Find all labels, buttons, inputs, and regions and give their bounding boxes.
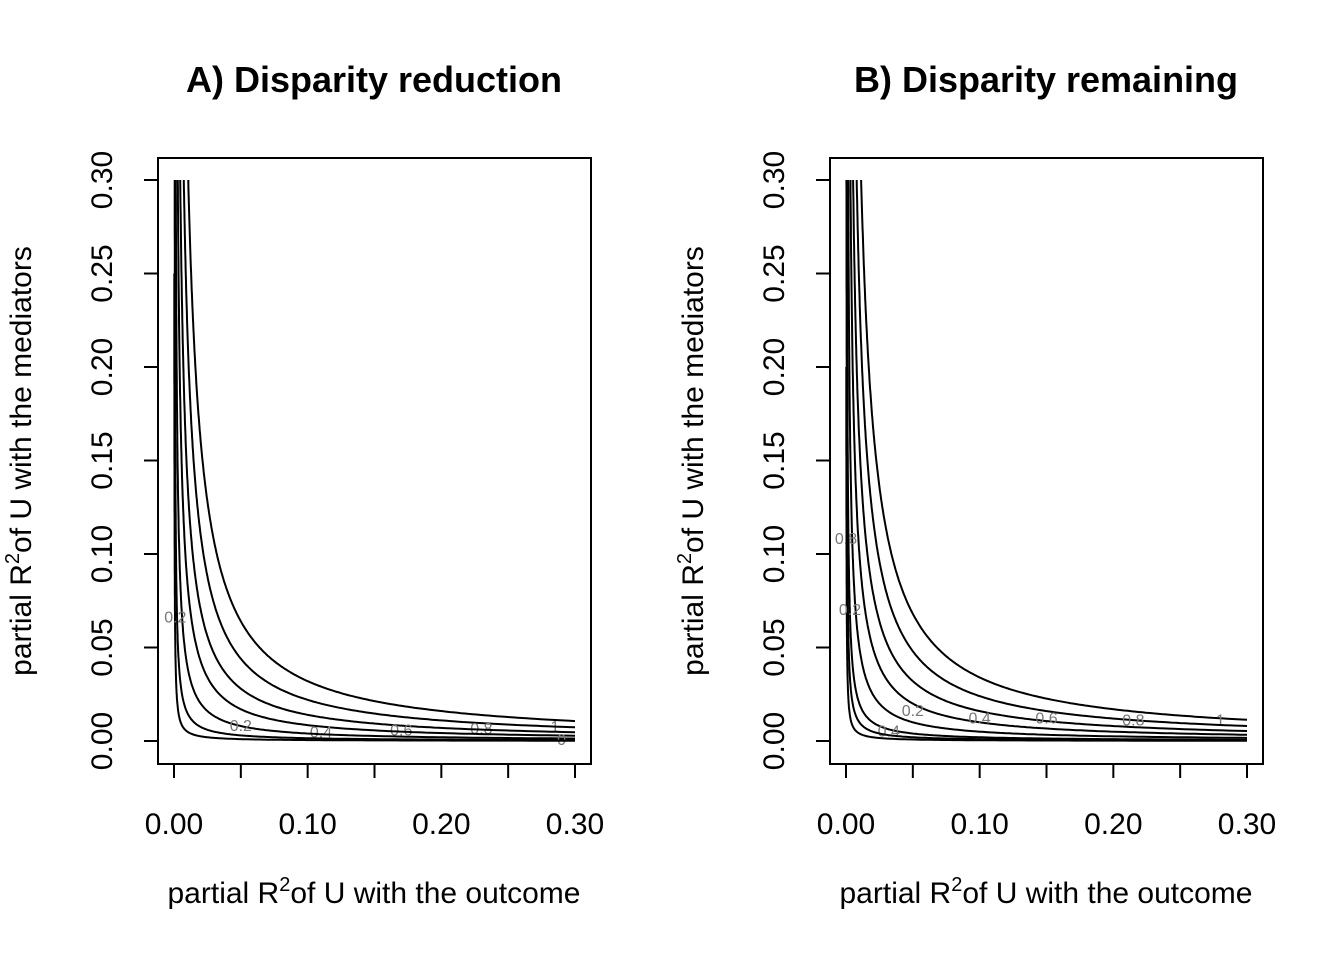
panel-a-plot-frame — [157, 157, 592, 765]
x-tick-label: 0.10 — [278, 808, 336, 841]
y-tick-label: 0.20 — [86, 338, 119, 396]
panel-a: A) Disparity reduction 10.80.60.40.200.2… — [2, 59, 604, 910]
panel-b-plot-frame — [829, 157, 1264, 765]
contour-line — [855, 179, 1248, 727]
y-tick-label: 0.30 — [758, 151, 791, 209]
contour-line — [173, 180, 576, 742]
x-tick-label: 0.20 — [412, 808, 470, 841]
contour-label: 1 — [1216, 712, 1225, 729]
y-tick-label: 0.25 — [86, 244, 119, 302]
contour-label: 0.2 — [839, 602, 861, 619]
x-tick-label: 0.20 — [1084, 808, 1142, 841]
y-tick-label: 0.15 — [758, 431, 791, 489]
panel-a-title: A) Disparity reduction — [186, 59, 562, 100]
panel-b-x-axis: 0.00 0.10 0.20 0.30 — [817, 763, 1276, 841]
contour-line — [860, 179, 1248, 721]
panel-b-y-label: partial R2of U with the mediators — [674, 246, 710, 676]
contour-line — [845, 180, 1248, 741]
panel-b-x-label: partial R2of U with the outcome — [840, 874, 1253, 910]
contour-line — [845, 367, 1248, 742]
panel-a-x-axis: 0.00 0.10 0.20 0.30 — [145, 763, 604, 841]
contour-label: 0.6 — [1035, 711, 1057, 728]
x-tick-label: 0.30 — [1218, 808, 1276, 841]
contour-label: 0.8 — [1122, 712, 1144, 729]
panel-a-y-axis: 0.00 0.05 0.10 0.15 0.20 0.25 0.30 — [86, 151, 159, 770]
contour-label: 0.2 — [902, 703, 924, 720]
contour-line — [176, 179, 576, 737]
y-tick-label: 0.25 — [758, 244, 791, 302]
contour-line — [174, 180, 575, 740]
contour-line — [852, 179, 1248, 732]
panel-a-x-label: partial R2of U with the outcome — [168, 874, 581, 910]
y-tick-label: 0.20 — [758, 338, 791, 396]
contour-line — [845, 179, 1247, 742]
y-tick-label: 0.05 — [758, 618, 791, 676]
panel-b: B) Disparity remaining 10.80.60.40.20.40… — [674, 59, 1276, 910]
contour-line — [182, 179, 576, 729]
contour-label: 0.2 — [230, 718, 252, 735]
y-tick-label: 0.30 — [86, 151, 119, 209]
contour-label: 0.2 — [164, 610, 186, 627]
contour-label: 0.4 — [969, 711, 991, 728]
y-tick-label: 0.10 — [758, 525, 791, 583]
y-tick-label: 0.00 — [758, 712, 791, 770]
x-tick-label: 0.10 — [950, 808, 1008, 841]
panel-b-contours: 10.80.60.40.20.40.80.2 — [835, 179, 1248, 742]
contour-line — [173, 273, 575, 742]
y-tick-label: 0.05 — [86, 618, 119, 676]
contour-line — [187, 179, 576, 723]
y-tick-label: 0.10 — [86, 525, 119, 583]
y-tick-label: 0.15 — [86, 431, 119, 489]
panel-b-title: B) Disparity remaining — [854, 59, 1238, 100]
x-tick-label: 0.30 — [546, 808, 604, 841]
x-tick-label: 0.00 — [817, 808, 875, 841]
contour-line — [849, 180, 1248, 736]
contour-line — [179, 179, 576, 734]
contour-label: 0.4 — [310, 725, 332, 742]
panel-b-y-axis: 0.00 0.05 0.10 0.15 0.20 0.25 0.30 — [758, 151, 831, 770]
contour-line — [847, 179, 1248, 739]
y-tick-label: 0.00 — [86, 712, 119, 770]
panel-a-y-label: partial R2of U with the mediators — [2, 246, 38, 676]
x-tick-label: 0.00 — [145, 808, 203, 841]
panel-a-contours: 10.80.60.40.200.2 — [164, 179, 576, 749]
